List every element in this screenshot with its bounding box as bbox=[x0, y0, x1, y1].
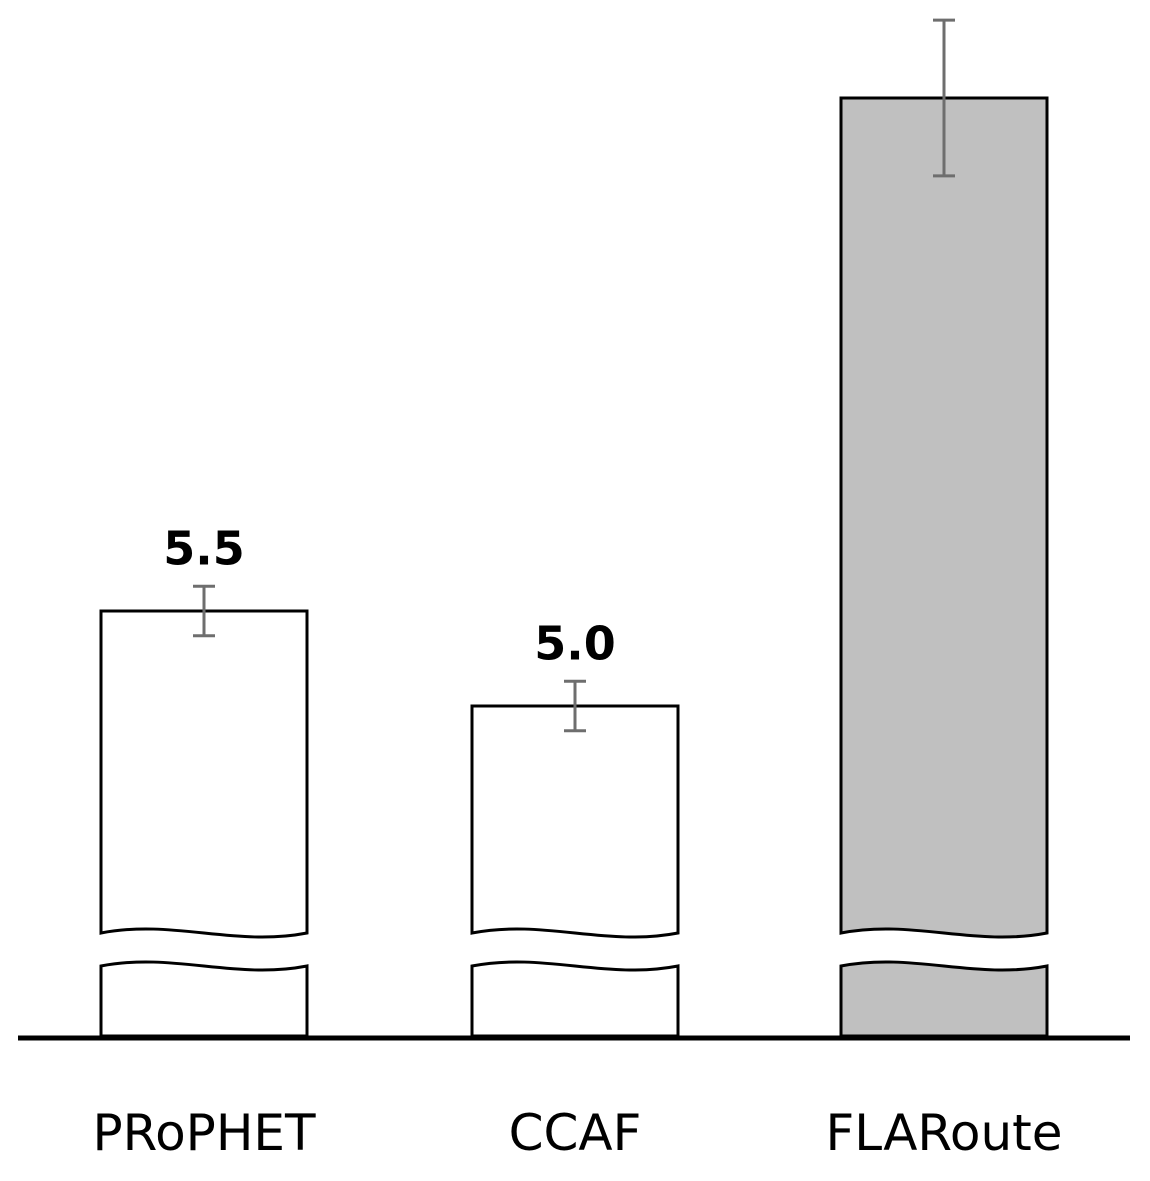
bars-layer bbox=[99, 18, 1049, 1038]
bar-flaroute bbox=[839, 96, 1049, 939]
bar-ccaf bbox=[470, 704, 680, 939]
value-label-prophet: 5.5 bbox=[163, 521, 245, 575]
bar-flaroute-stub bbox=[839, 960, 1049, 1038]
error-bar-prophet bbox=[193, 584, 215, 638]
bar-prophet-stub bbox=[99, 960, 309, 1038]
bar-ccaf-stub bbox=[470, 960, 680, 1038]
category-label-flaroute: FLARoute bbox=[825, 1104, 1062, 1162]
bar-prophet bbox=[99, 609, 309, 939]
category-label-ccaf: CCAF bbox=[509, 1104, 642, 1162]
error-bar-flaroute bbox=[933, 18, 955, 178]
labels-layer: 5.5 PRoPHET 5.0 CCAF 8.2 FLARoute bbox=[92, 0, 1062, 1162]
category-label-prophet: PRoPHET bbox=[92, 1104, 316, 1162]
value-label-flaroute: 8.2 bbox=[903, 0, 985, 9]
error-bar-ccaf bbox=[564, 679, 586, 733]
value-label-ccaf: 5.0 bbox=[534, 616, 616, 670]
